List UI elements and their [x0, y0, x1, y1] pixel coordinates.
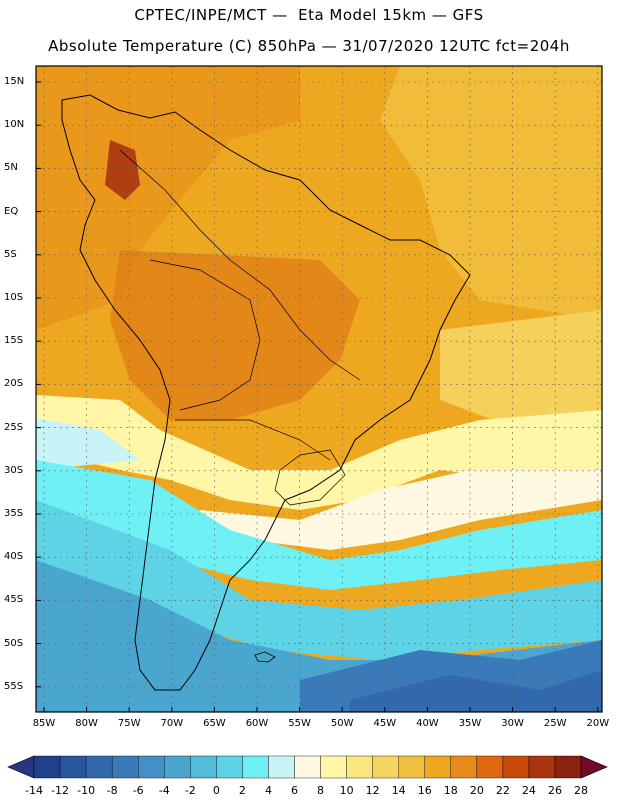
colorbar-tick-label: -4: [158, 784, 170, 797]
colorbar-tick-label: 14: [391, 784, 406, 797]
latitude-label: 15S: [4, 335, 24, 347]
latitude-label: 10N: [4, 119, 25, 131]
colorbar-under-arrow: [7, 755, 35, 779]
latitude-label: 20S: [4, 378, 24, 390]
colorbar-tick-label: 18: [443, 784, 458, 797]
map-title-line2: Absolute Temperature (C) 850hPa — 31/07/…: [48, 37, 570, 55]
longitude-label: 80W: [75, 718, 98, 729]
colorbar-swatch: [450, 755, 478, 779]
colorbar-swatch: [502, 755, 530, 779]
colorbar-tick-label: 20: [469, 784, 484, 797]
temperature-field: [36, 66, 602, 712]
colorbar-tick-label: 6: [291, 784, 298, 797]
longitude-label: 70W: [160, 718, 184, 729]
latitude-label: 55S: [4, 680, 24, 692]
colorbar-swatch: [33, 755, 61, 779]
longitude-label: 55W: [288, 718, 311, 729]
colorbar-swatch: [476, 755, 504, 779]
colorbar-swatch: [528, 755, 556, 779]
colorbar-tick-label: 8: [317, 784, 325, 797]
colorbar-tick-label: 16: [417, 784, 432, 797]
colorbar-tick-label: 26: [548, 784, 562, 797]
latitude-label: 50S: [4, 637, 24, 649]
colorbar-tick-label: -2: [184, 784, 196, 797]
coastline: [61, 94, 471, 691]
colorbar-tick-label: 4: [264, 784, 272, 797]
colorbar-tick-label: 2: [238, 784, 246, 797]
latitude-label: 10S: [4, 292, 24, 303]
colorbar-swatch: [320, 755, 347, 779]
colorbar-tick-label: 0: [212, 784, 220, 797]
colorbar-swatch: [242, 755, 269, 779]
latitude-label: 40S: [4, 551, 24, 563]
graticule: [36, 66, 602, 712]
longitude-label: 50W: [330, 718, 354, 729]
colorbar-tick-label: -14: [25, 784, 43, 797]
colorbar-over-arrow: [580, 755, 608, 779]
latitude-label: 45S: [4, 594, 24, 606]
axis-ticks: [36, 81, 599, 712]
colorbar-swatch: [346, 755, 373, 779]
colorbar-swatch: [85, 755, 113, 779]
colorbar-tick-label: -12: [51, 784, 70, 797]
longitude-label: 25W: [543, 718, 567, 729]
colorbar-swatch: [137, 755, 165, 779]
latitude-label: 5N: [4, 162, 18, 174]
colorbar-swatch: [190, 755, 217, 779]
latitude-label: 5S: [4, 248, 17, 260]
longitude-label: 20W: [586, 718, 610, 729]
colorbar-tick-label: -10: [77, 784, 96, 797]
colorbar-tick-label: -8: [106, 784, 118, 797]
latitude-label: 15N: [4, 76, 25, 87]
longitude-label: 65W: [203, 718, 226, 729]
longitude-label: 60W: [245, 718, 269, 729]
colorbar-tick-label: 22: [495, 784, 510, 797]
colorbar-tick-label: 12: [365, 784, 380, 797]
map-frame: [35, 65, 603, 713]
colorbar-swatch: [59, 755, 87, 779]
latitude-label: 35S: [4, 508, 24, 519]
latitude-label: 25S: [4, 421, 24, 433]
longitude-label: 30W: [501, 718, 524, 729]
colorbar-swatch: [216, 755, 243, 779]
colorbar-swatch: [294, 755, 321, 779]
longitude-label: 75W: [117, 718, 141, 729]
longitude-label: 35W: [458, 718, 482, 729]
colorbar-swatch: [398, 755, 425, 779]
colorbar-swatch: [268, 755, 295, 779]
map-title-line1: CPTEC/INPE/MCT — Eta Model 15km — GFS: [134, 6, 484, 24]
latitude-label: 30S: [4, 464, 24, 476]
colorbar-tick-label: 28: [574, 784, 589, 797]
colorbar-swatch: [554, 755, 582, 779]
longitude-label: 45W: [373, 718, 397, 729]
colorbar: [7, 755, 608, 779]
colorbar-swatch: [111, 755, 139, 779]
colorbar-swatch: [372, 755, 399, 779]
colorbar-tick-label: -6: [132, 784, 144, 797]
latitude-label: EQ: [4, 205, 19, 217]
colorbar-tick-label: 24: [521, 784, 536, 797]
colorbar-swatch: [424, 755, 451, 779]
colorbar-tick-label: 10: [339, 784, 354, 797]
longitude-label: 85W: [32, 718, 56, 729]
longitude-label: 40W: [416, 718, 439, 729]
colorbar-swatch: [164, 755, 191, 779]
